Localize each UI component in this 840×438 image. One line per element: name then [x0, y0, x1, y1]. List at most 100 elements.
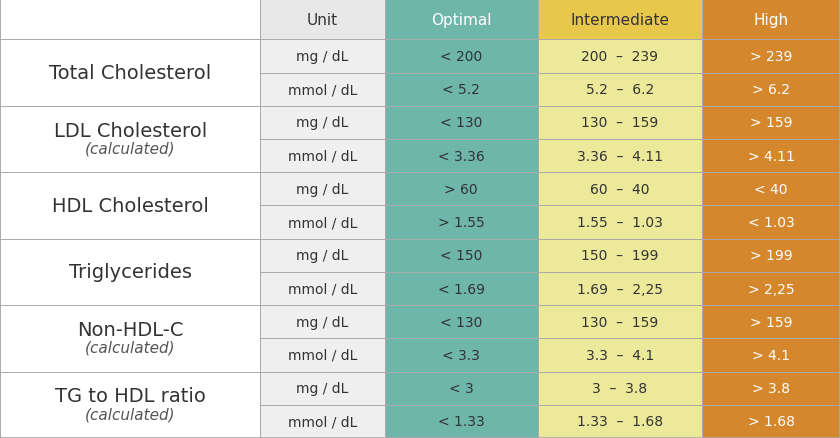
- Text: < 130: < 130: [440, 315, 482, 329]
- Bar: [260, 405, 385, 438]
- Bar: [385, 206, 538, 239]
- Text: < 3.3: < 3.3: [442, 348, 480, 362]
- Text: (calculated): (calculated): [85, 340, 176, 355]
- Text: Optimal: Optimal: [431, 13, 491, 28]
- Bar: [538, 0, 702, 40]
- Text: mg / dL: mg / dL: [297, 183, 349, 196]
- Text: Non-HDL-C: Non-HDL-C: [77, 320, 183, 339]
- Text: mmol / dL: mmol / dL: [288, 149, 357, 163]
- Bar: [385, 239, 538, 272]
- Text: 3.3  –  4.1: 3.3 – 4.1: [585, 348, 654, 362]
- Text: High: High: [753, 13, 789, 28]
- Bar: [702, 173, 840, 206]
- Bar: [702, 0, 840, 40]
- Text: < 3.36: < 3.36: [438, 149, 485, 163]
- Text: HDL Cholesterol: HDL Cholesterol: [52, 197, 208, 215]
- Bar: [260, 305, 385, 339]
- Text: 130  –  159: 130 – 159: [581, 315, 659, 329]
- Text: < 130: < 130: [440, 116, 482, 130]
- Text: 3.36  –  4.11: 3.36 – 4.11: [577, 149, 663, 163]
- Bar: [702, 372, 840, 405]
- Text: > 159: > 159: [750, 116, 792, 130]
- Bar: [0, 0, 260, 40]
- Bar: [260, 372, 385, 405]
- Bar: [385, 140, 538, 173]
- Text: > 199: > 199: [750, 249, 792, 263]
- Text: > 6.2: > 6.2: [752, 83, 790, 97]
- Text: 1.55  –  1.03: 1.55 – 1.03: [577, 215, 663, 230]
- Bar: [538, 173, 702, 206]
- Bar: [385, 372, 538, 405]
- Bar: [702, 272, 840, 305]
- Bar: [260, 40, 385, 74]
- Text: mg / dL: mg / dL: [297, 381, 349, 395]
- Bar: [385, 173, 538, 206]
- Bar: [702, 305, 840, 339]
- Bar: [385, 74, 538, 106]
- Text: Total Cholesterol: Total Cholesterol: [49, 64, 212, 83]
- Bar: [385, 106, 538, 140]
- Text: > 60: > 60: [444, 183, 478, 196]
- Text: 1.33  –  1.68: 1.33 – 1.68: [577, 414, 663, 428]
- Bar: [538, 140, 702, 173]
- Bar: [260, 206, 385, 239]
- Bar: [0, 173, 260, 239]
- Bar: [260, 140, 385, 173]
- Bar: [538, 106, 702, 140]
- Text: > 159: > 159: [750, 315, 792, 329]
- Text: 200  –  239: 200 – 239: [581, 50, 659, 64]
- Text: > 2,25: > 2,25: [748, 282, 795, 296]
- Text: < 3: < 3: [449, 381, 474, 395]
- Text: mmol / dL: mmol / dL: [288, 282, 357, 296]
- Bar: [702, 140, 840, 173]
- Bar: [702, 405, 840, 438]
- Bar: [702, 239, 840, 272]
- Bar: [702, 74, 840, 106]
- Bar: [0, 106, 260, 173]
- Bar: [0, 372, 260, 438]
- Text: mmol / dL: mmol / dL: [288, 215, 357, 230]
- Text: Intermediate: Intermediate: [570, 13, 669, 28]
- Text: mg / dL: mg / dL: [297, 249, 349, 263]
- Bar: [538, 74, 702, 106]
- Bar: [702, 40, 840, 74]
- Bar: [538, 405, 702, 438]
- Bar: [538, 339, 702, 372]
- Text: mg / dL: mg / dL: [297, 315, 349, 329]
- Bar: [385, 0, 538, 40]
- Text: < 200: < 200: [440, 50, 482, 64]
- Text: 60  –  40: 60 – 40: [591, 183, 649, 196]
- Text: mmol / dL: mmol / dL: [288, 348, 357, 362]
- Text: mg / dL: mg / dL: [297, 50, 349, 64]
- Text: 130  –  159: 130 – 159: [581, 116, 659, 130]
- Text: 3  –  3.8: 3 – 3.8: [592, 381, 648, 395]
- Text: > 4.1: > 4.1: [752, 348, 790, 362]
- Bar: [260, 272, 385, 305]
- Text: < 1.33: < 1.33: [438, 414, 485, 428]
- Text: > 239: > 239: [750, 50, 792, 64]
- Bar: [260, 173, 385, 206]
- Text: < 150: < 150: [440, 249, 482, 263]
- Bar: [0, 305, 260, 372]
- Bar: [538, 40, 702, 74]
- Text: > 4.11: > 4.11: [748, 149, 795, 163]
- Text: (calculated): (calculated): [85, 406, 176, 421]
- Bar: [0, 239, 260, 305]
- Bar: [385, 339, 538, 372]
- Text: > 3.8: > 3.8: [752, 381, 790, 395]
- Text: > 1.68: > 1.68: [748, 414, 795, 428]
- Text: > 1.55: > 1.55: [438, 215, 485, 230]
- Bar: [702, 339, 840, 372]
- Text: 1.69  –  2,25: 1.69 – 2,25: [577, 282, 663, 296]
- Bar: [538, 372, 702, 405]
- Bar: [260, 106, 385, 140]
- Bar: [0, 40, 260, 106]
- Bar: [702, 206, 840, 239]
- Text: < 1.69: < 1.69: [438, 282, 485, 296]
- Text: mg / dL: mg / dL: [297, 116, 349, 130]
- Text: Triglycerides: Triglycerides: [69, 263, 192, 282]
- Text: mmol / dL: mmol / dL: [288, 414, 357, 428]
- Text: TG to HDL ratio: TG to HDL ratio: [55, 386, 206, 406]
- Bar: [538, 305, 702, 339]
- Bar: [260, 239, 385, 272]
